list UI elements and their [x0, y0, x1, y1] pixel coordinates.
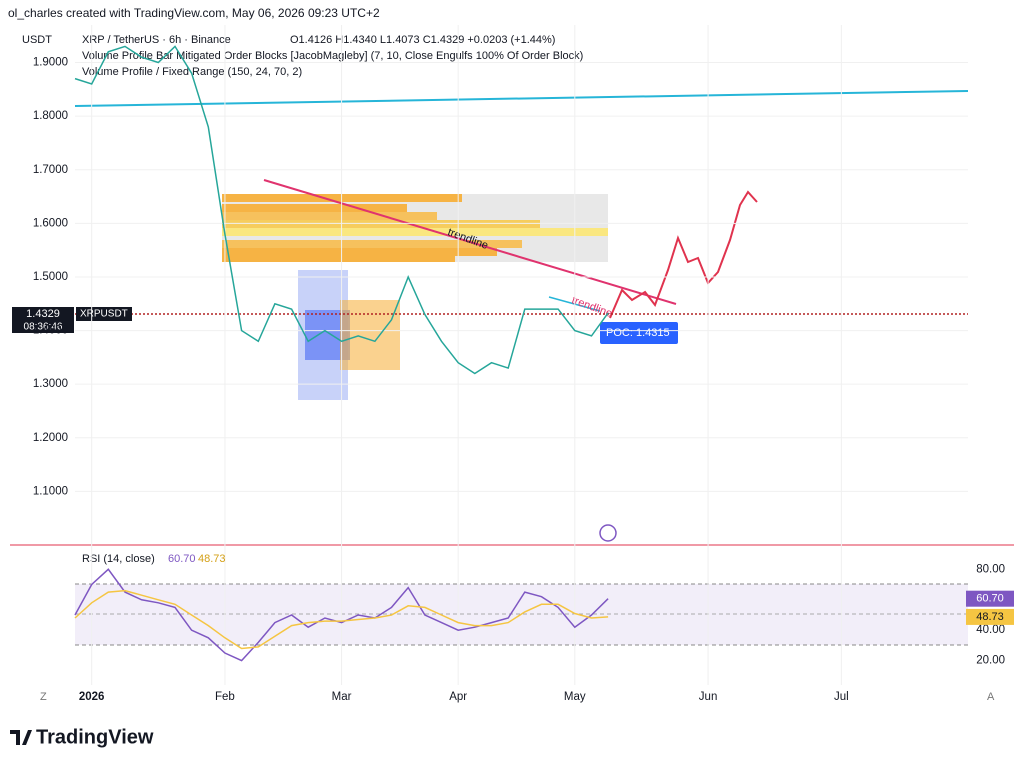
legend-value: 60.70	[168, 553, 196, 565]
y-tick-label: 1.8000	[33, 110, 68, 122]
logo: TradingView	[36, 726, 154, 748]
x-tick-label: May	[564, 691, 586, 703]
y-tick-label: 1.2000	[33, 432, 68, 444]
symbol: XRP / TetherUS · 6h · Binance	[82, 34, 231, 46]
attribution: ol_charles created with TradingView.com,…	[8, 6, 380, 20]
projection-drawing	[609, 190, 758, 319]
corner: Z	[40, 691, 47, 703]
legend-value: 48.73	[198, 553, 226, 565]
y-tick-label: 1.7000	[33, 164, 68, 176]
volume-profile	[222, 194, 608, 400]
price-tag-text: 1.4329	[26, 308, 60, 320]
price-tag	[12, 307, 74, 333]
series-line	[74, 45, 609, 375]
poc-label	[600, 322, 678, 344]
logo-mark	[10, 730, 32, 745]
series-line	[74, 568, 609, 662]
poc-text: POC: 1.4315	[606, 327, 670, 339]
x-tick-label: 2026	[79, 691, 105, 703]
trendline	[263, 179, 677, 305]
x-tick-label: Jul	[834, 691, 849, 703]
corner: A	[987, 691, 995, 703]
symbol-tag	[76, 307, 132, 321]
trend-channel	[74, 90, 969, 107]
indicator: Volume Profile / Fixed Range (150, 24, 7…	[82, 66, 302, 78]
x-tick-label: Feb	[215, 691, 235, 703]
y-tick-label: 1.3000	[33, 378, 68, 390]
last-value-box	[966, 590, 1014, 607]
y-tick-label: 1.9000	[33, 57, 68, 69]
y-tick-label: 1.1000	[33, 485, 68, 497]
x-tick-label: Mar	[332, 691, 352, 703]
y-tick-label: 80.00	[976, 563, 1005, 575]
y-tick-label: 1.6000	[33, 217, 68, 229]
x-tick-label: Jun	[699, 691, 718, 703]
ohlc: O1.4126 H1.4340 L1.4073 C1.4329 +0.0203 …	[290, 34, 555, 46]
rsi-title: RSI (14, close)	[82, 553, 155, 565]
y-tick-label: 1.5000	[33, 271, 68, 283]
currency: USDT	[22, 34, 52, 46]
symbol-tag-text: XRPUSDT	[80, 309, 128, 320]
y-tick-label: 1.4000	[33, 325, 68, 337]
y-tick-label: 40.00	[976, 624, 1005, 636]
last-value-label: 60.70	[976, 593, 1004, 605]
x-tick-label: Apr	[449, 691, 467, 703]
event-icon	[599, 524, 617, 542]
indicator: Volume Profile Bar Mitigated Order Block…	[82, 50, 583, 62]
y-tick-label: 20.00	[976, 655, 1005, 667]
countdown: 08:36:46	[24, 322, 63, 333]
series-line	[74, 589, 609, 650]
chart-frame	[10, 24, 1014, 710]
last-value-label: 48.73	[976, 611, 1004, 623]
last-value-box	[966, 608, 1014, 625]
